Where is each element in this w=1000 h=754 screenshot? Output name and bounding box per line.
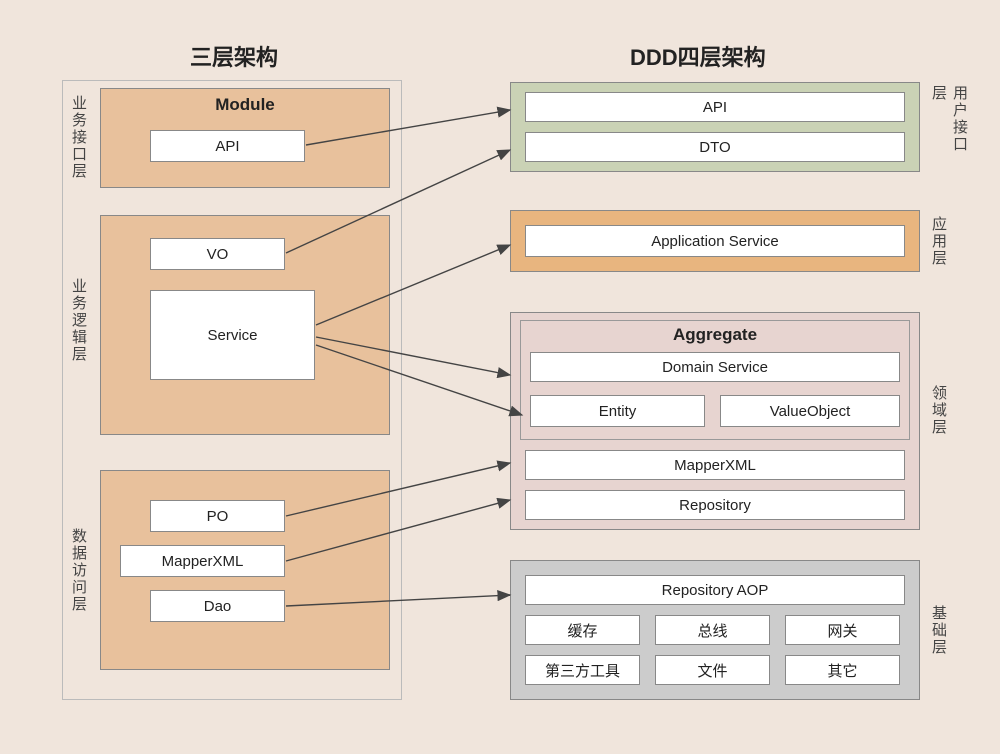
diagram-canvas: 三层架构 DDD四层架构 业务接口层 Module API 业务逻辑层 VO S… — [0, 0, 1000, 754]
left-box-vo: VO — [150, 238, 285, 270]
title-left: 三层架构 — [190, 40, 278, 72]
left-header-module: Module — [100, 95, 390, 115]
left-box-dao: Dao — [150, 590, 285, 622]
right-label-application: 应用层 — [928, 212, 949, 270]
left-box-api: API — [150, 130, 305, 162]
left-box-mapperxml: MapperXML — [120, 545, 285, 577]
right-box-cache: 缓存 — [525, 615, 640, 645]
right-box-file: 文件 — [655, 655, 770, 685]
left-label-data: 数据访问层 — [68, 515, 89, 625]
left-label-logic: 业务逻辑层 — [68, 260, 89, 380]
right-box-repoaop: Repository AOP — [525, 575, 905, 605]
right-box-mapperxml: MapperXML — [525, 450, 905, 480]
title-right: DDD四层架构 — [630, 40, 766, 72]
right-box-valueobject: ValueObject — [720, 395, 900, 427]
right-box-entity: Entity — [530, 395, 705, 427]
right-box-appservice: Application Service — [525, 225, 905, 257]
left-box-service: Service — [150, 290, 315, 380]
right-box-dto: DTO — [525, 132, 905, 162]
right-box-other: 其它 — [785, 655, 900, 685]
right-label-infrastructure: 基础层 — [928, 600, 949, 660]
right-label-domain: 领域层 — [928, 370, 949, 450]
right-label-user-interface: 用户接口层 — [928, 85, 970, 167]
left-box-po: PO — [150, 500, 285, 532]
right-box-repository: Repository — [525, 490, 905, 520]
right-box-thirdparty: 第三方工具 — [525, 655, 640, 685]
right-box-domainservice: Domain Service — [530, 352, 900, 382]
right-box-gateway: 网关 — [785, 615, 900, 645]
right-box-bus: 总线 — [655, 615, 770, 645]
right-header-aggregate: Aggregate — [520, 325, 910, 345]
right-box-api: API — [525, 92, 905, 122]
left-label-interface: 业务接口层 — [68, 95, 89, 180]
